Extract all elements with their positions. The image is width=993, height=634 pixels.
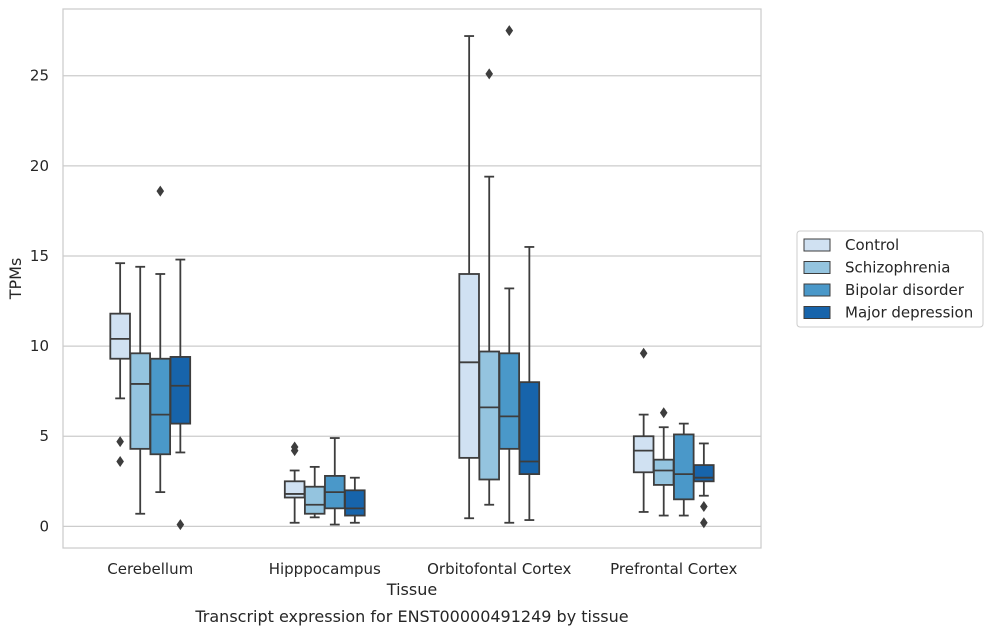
outlier-point [700,501,708,513]
legend-swatch [803,261,831,274]
box-iqr [149,357,172,456]
series-group [129,68,675,519]
legend: Control Schizophrenia Bipolar disorder Majo… [796,230,984,328]
x-tick-label: Orbitofontal Cortex [427,560,571,578]
y-tick-label: 10 [30,337,49,355]
x-axis-label: Tissue [386,580,437,599]
legend-swatch [803,283,831,297]
box [303,465,326,519]
box-iqr [518,381,541,475]
outlier-point [700,517,708,529]
box-iqr [673,433,695,501]
box [149,185,172,494]
outlier-point [116,436,124,448]
box-iqr [478,350,500,481]
box-iqr [458,273,480,459]
series-group [149,25,695,526]
legend-label: Control [845,236,899,254]
box [344,476,366,524]
x-tick-label: Prefrontal Cortex [610,560,737,578]
box-iqr [169,356,192,425]
box [324,437,346,526]
legend-swatch [803,306,831,319]
box-iqr [303,485,326,515]
box [109,262,131,467]
box-iqr [129,352,151,450]
outlier-point [290,441,299,453]
outlier-point [156,185,165,197]
box [129,265,151,515]
legend-label: Major depression [845,304,973,322]
x-tick-label: Cerebellum [107,560,193,578]
y-tick-labels: 0 5 10 15 20 25 [30,67,49,536]
box [632,347,655,513]
box-iqr [109,312,131,360]
y-tick-label: 25 [30,67,49,85]
y-tick-label: 20 [30,157,49,175]
box-iqr [498,352,521,450]
legend-swatch [803,238,831,252]
y-tick-label: 5 [39,427,49,445]
x-tick-label: Hipppocampus [269,560,381,578]
box-iqr [283,480,306,499]
box [498,25,521,524]
box [693,442,715,529]
box-iqr [693,464,715,483]
legend-label: Bipolar disorder [845,281,965,299]
y-tick-label: 0 [39,517,49,535]
box [518,246,541,521]
box [673,422,695,517]
box [478,68,500,506]
outlier-point [505,25,514,37]
box-iqr [652,458,675,486]
box [169,258,192,531]
box [458,35,480,520]
gridlines [63,75,761,527]
series-group [169,246,715,531]
box-iqr [344,489,366,517]
outlier-point [116,455,124,467]
legend-frame [796,230,984,328]
y-tick-label: 15 [30,247,49,265]
outlier-point [485,68,494,80]
plot-area-frame [62,8,762,549]
box [283,441,306,524]
series-group [109,35,655,524]
outlier-point [639,347,648,359]
y-axis-label: TPMs [6,258,25,301]
box-series [109,25,715,531]
outlier-point [659,407,668,419]
outlier-point [176,519,185,531]
legend-label: Schizophrenia [845,259,950,277]
box-iqr [632,435,655,474]
x-tick-labels: Cerebellum Hipppocampus Orbitofontal Corte… [107,560,737,578]
chart-caption: Transcript expression for ENST0000049124… [194,607,628,626]
box [652,407,675,517]
